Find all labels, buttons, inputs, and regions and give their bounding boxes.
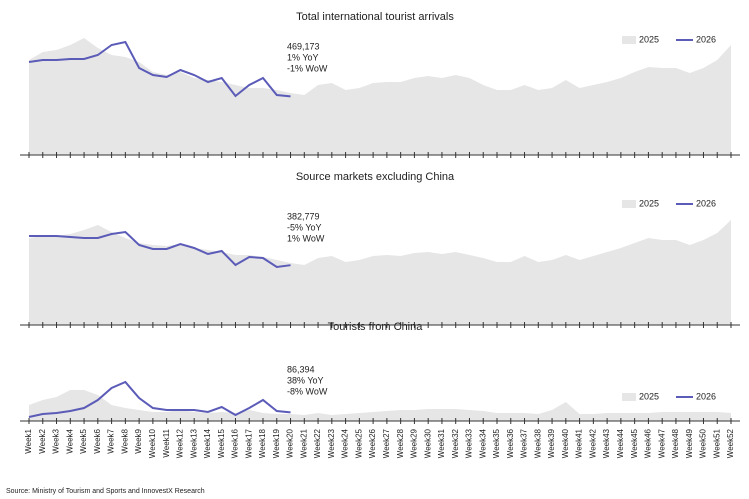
x-tick-label: Week48 bbox=[671, 428, 680, 458]
x-tick-label: Week25 bbox=[354, 428, 363, 458]
x-tick-label: Week36 bbox=[506, 428, 515, 458]
legend-label: 2026 bbox=[696, 391, 716, 401]
legend-label: 2025 bbox=[639, 34, 659, 44]
x-tick-label: Week28 bbox=[396, 428, 405, 458]
annotation: 1% YoY bbox=[287, 52, 319, 62]
legend-swatch bbox=[622, 200, 636, 208]
x-tick-label: Week44 bbox=[616, 428, 625, 458]
x-tick-label: Week19 bbox=[272, 428, 281, 458]
x-tick-label: Week18 bbox=[258, 428, 267, 458]
x-tick-label: Week5 bbox=[79, 428, 88, 453]
annotation: -5% YoY bbox=[287, 222, 322, 232]
x-tick-label: Week45 bbox=[630, 428, 639, 458]
legend-label: 2026 bbox=[696, 198, 716, 208]
x-tick-label: Week46 bbox=[644, 428, 653, 458]
x-tick-label: Week26 bbox=[368, 428, 377, 458]
x-tick-label: Week13 bbox=[189, 428, 198, 458]
x-tick-label: Week22 bbox=[313, 428, 322, 458]
x-tick-label: Week27 bbox=[382, 428, 391, 458]
x-tick-label: Week40 bbox=[561, 428, 570, 458]
legend-swatch bbox=[622, 36, 636, 44]
x-tick-label: Week9 bbox=[134, 428, 143, 453]
legend-label: 2025 bbox=[639, 391, 659, 401]
legend-label: 2026 bbox=[696, 34, 716, 44]
x-tick-label: Week41 bbox=[575, 428, 584, 458]
panel-title: Total international tourist arrivals bbox=[296, 11, 454, 23]
x-tick-label: Week35 bbox=[492, 428, 501, 458]
x-tick-label: Week12 bbox=[176, 428, 185, 458]
x-tick-label: Week43 bbox=[602, 428, 611, 458]
line-2026 bbox=[28, 380, 291, 418]
x-tick-label: Week34 bbox=[478, 428, 487, 458]
line-2026 bbox=[28, 40, 291, 98]
x-tick-label: Week8 bbox=[120, 428, 129, 453]
annotation: 1% WoW bbox=[287, 233, 325, 243]
x-tick-label: Week37 bbox=[520, 428, 529, 458]
area-2025 bbox=[29, 220, 731, 325]
x-tick-label: Week51 bbox=[712, 428, 721, 458]
panel-title: Source markets excluding China bbox=[296, 171, 455, 183]
x-tick-label: Week10 bbox=[148, 428, 157, 458]
x-tick-label: Week49 bbox=[685, 428, 694, 458]
x-tick-label: Week21 bbox=[299, 428, 308, 458]
x-tick-label: Week20 bbox=[286, 428, 295, 458]
x-tick-label: Week32 bbox=[451, 428, 460, 458]
x-tick-label: Week29 bbox=[410, 428, 419, 458]
x-tick-label: Week11 bbox=[162, 428, 171, 457]
x-tick-label: Week38 bbox=[533, 428, 542, 458]
annotation: 38% YoY bbox=[287, 375, 324, 385]
x-tick-label: Week52 bbox=[726, 428, 735, 458]
x-tick-label: Week6 bbox=[93, 428, 102, 453]
x-tick-label: Week2 bbox=[38, 428, 47, 453]
x-tick-label: Week50 bbox=[699, 428, 708, 458]
annotation: 382,779 bbox=[287, 211, 320, 221]
legend-label: 2025 bbox=[639, 198, 659, 208]
panel-title: Tourists from China bbox=[328, 321, 424, 333]
x-tick-label: Week4 bbox=[65, 428, 74, 453]
annotation: 86,394 bbox=[287, 364, 315, 374]
annotation: -1% WoW bbox=[287, 63, 328, 73]
x-tick-label: Week14 bbox=[203, 428, 212, 458]
x-tick-label: Week39 bbox=[547, 428, 556, 458]
x-tick-label: Week3 bbox=[52, 428, 61, 453]
area-2025 bbox=[29, 38, 731, 155]
legend-swatch bbox=[622, 393, 636, 401]
x-tick-label: Week17 bbox=[244, 428, 253, 458]
x-tick-label: Week24 bbox=[341, 428, 350, 458]
x-tick-label: Week23 bbox=[327, 428, 336, 458]
x-tick-label: Week30 bbox=[423, 428, 432, 458]
x-tick-label: Week7 bbox=[107, 428, 116, 453]
source: Source: Ministry of Tourism and Sports a… bbox=[6, 488, 205, 495]
x-tick-label: Week47 bbox=[657, 428, 666, 458]
x-tick-label: Week31 bbox=[437, 428, 446, 458]
annotation: -8% WoW bbox=[287, 386, 328, 396]
line-2026 bbox=[29, 230, 291, 269]
annotation: 469,173 bbox=[287, 41, 320, 51]
x-tick-label: Week42 bbox=[588, 428, 597, 458]
x-tick-label: Week16 bbox=[231, 428, 240, 458]
x-tick-label: Week15 bbox=[217, 428, 226, 458]
x-tick-label: Week1 bbox=[24, 428, 33, 453]
area-2025 bbox=[29, 390, 731, 421]
x-tick-label: Week33 bbox=[465, 428, 474, 458]
